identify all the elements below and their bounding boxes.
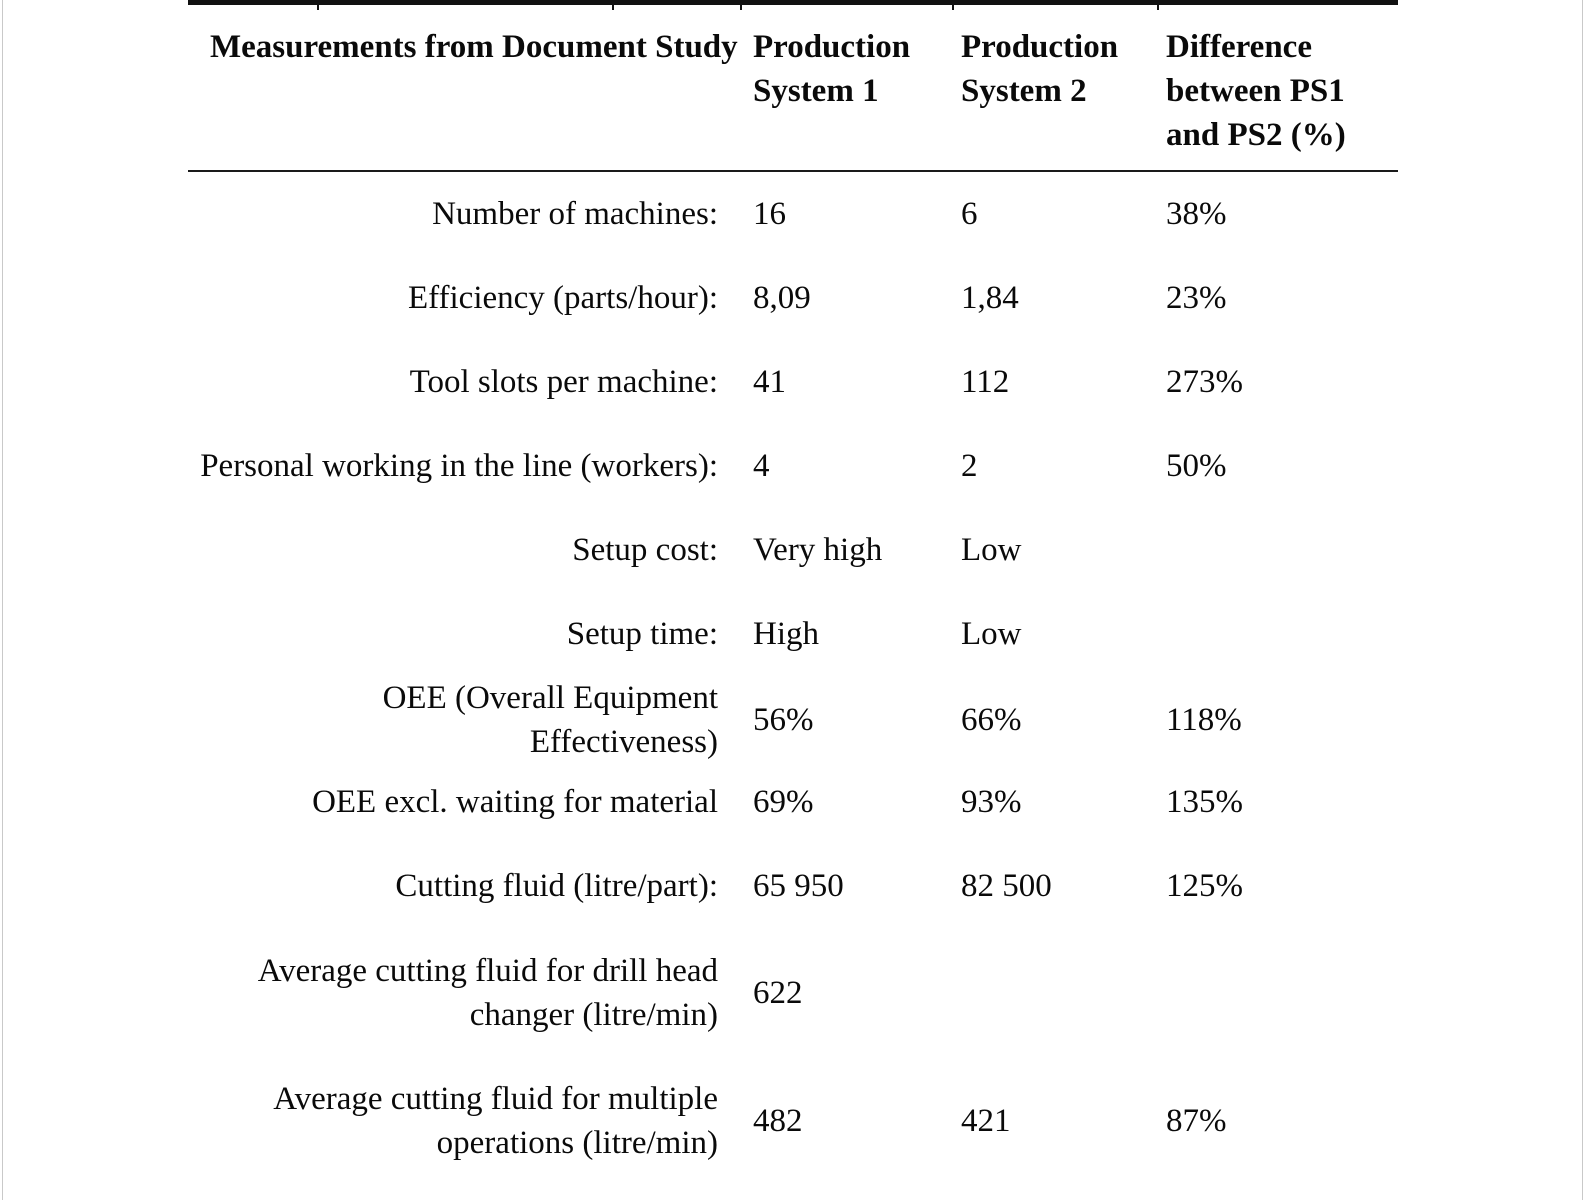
row-label: Number of machines: (432, 196, 718, 232)
ps2-value: 93% (961, 784, 1022, 820)
table-row: Efficiency (parts/hour): 8,09 1,84 23% (188, 256, 1398, 340)
ps1-value: 4 (753, 448, 770, 484)
ps2-value: 82 500 (961, 868, 1052, 904)
row-label: Setup time: (566, 616, 718, 652)
ps1-value: 622 (753, 975, 803, 1011)
grid-tick (1157, 5, 1159, 10)
difference-value: 125% (1166, 868, 1243, 904)
table-row: Setup cost: Very high Low (188, 508, 1398, 592)
ps1-value: 69% (753, 784, 814, 820)
ps1-value: 65 950 (753, 868, 844, 904)
page-left-edge (2, 0, 3, 1200)
ps1-value: Very high (753, 532, 883, 568)
difference-value: 87% (1166, 1103, 1227, 1139)
column-header-difference: Difference between PS1 and PS2 (%) (1166, 29, 1346, 153)
column-header-measurements: Measurements from Document Study (210, 29, 738, 65)
ps2-value: 66% (961, 702, 1022, 738)
ps2-value: Low (961, 532, 1022, 568)
table-row: Cutting fluid (litre/part): 65 950 82 50… (188, 844, 1398, 928)
ps2-value: 1,84 (961, 280, 1019, 316)
grid-tick (740, 5, 742, 10)
row-label: OEE (Overall Equipment Effectiveness) (382, 680, 718, 760)
row-label: Personal working in the line (workers): (200, 448, 718, 484)
difference-value: 38% (1166, 196, 1227, 232)
table-row: OEE (Overall Equipment Effectiveness) 56… (188, 676, 1398, 760)
grid-tick (612, 5, 614, 10)
ps1-value: High (753, 616, 819, 652)
difference-value: 118% (1166, 702, 1242, 738)
ps2-value: 112 (961, 364, 1010, 400)
table-header-row: Measurements from Document Study Product… (188, 5, 1398, 172)
table-row: Tool slots per machine: 41 112 273% (188, 340, 1398, 424)
ps1-value: 8,09 (753, 280, 811, 316)
grid-tick (952, 5, 954, 10)
column-header-ps1: Production System 1 (753, 29, 911, 109)
table-row: Number of machines: 16 6 38% (188, 172, 1398, 256)
table-top-rule (188, 0, 1398, 10)
ps1-value: 56% (753, 702, 814, 738)
page-right-edge (1582, 0, 1583, 1200)
row-label: Setup cost: (572, 532, 718, 568)
difference-value: 23% (1166, 280, 1227, 316)
ps1-value: 41 (753, 364, 786, 400)
row-label: OEE excl. waiting for material (312, 784, 718, 820)
row-label: Cutting fluid (litre/part): (395, 868, 718, 904)
ps2-value: 421 (961, 1103, 1011, 1139)
row-label: Average cutting fluid for multiple opera… (273, 1081, 718, 1161)
ps2-value: Low (961, 616, 1022, 652)
difference-value: 273% (1166, 364, 1243, 400)
ps1-value: 482 (753, 1103, 803, 1139)
table-row: Setup time: High Low (188, 592, 1398, 676)
grid-tick (317, 5, 319, 10)
table-row: Personal working in the line (workers): … (188, 424, 1398, 508)
difference-value: 50% (1166, 448, 1227, 484)
table-row: Average cutting fluid for drill head cha… (188, 928, 1398, 1058)
measurements-table: Measurements from Document Study Product… (188, 0, 1398, 1200)
ps2-value: 6 (961, 196, 978, 232)
row-label: Average cutting fluid for drill head cha… (257, 953, 718, 1033)
column-header-ps2: Production System 2 (961, 29, 1119, 109)
ps1-value: 16 (753, 196, 786, 232)
table-row: Average cutting fluid for multiple opera… (188, 1058, 1398, 1184)
row-label: Efficiency (parts/hour): (407, 280, 718, 316)
ps2-value: 2 (961, 448, 978, 484)
table-row: OEE excl. waiting for material 69% 93% 1… (188, 760, 1398, 844)
row-label: Tool slots per machine: (409, 364, 718, 400)
table-body: Number of machines: 16 6 38% Efficiency … (188, 172, 1398, 1184)
difference-value: 135% (1166, 784, 1243, 820)
